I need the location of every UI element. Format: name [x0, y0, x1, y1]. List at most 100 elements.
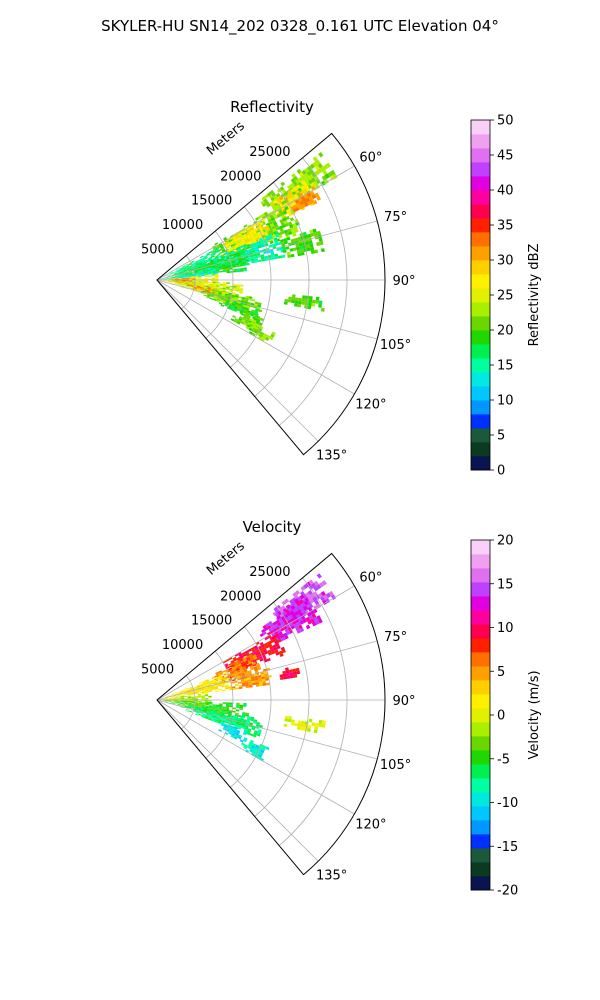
- echo-cell: [318, 719, 323, 724]
- range-axis-label: Meters: [204, 119, 248, 159]
- range-tick-label: 5000: [141, 243, 174, 258]
- echo-cell: [236, 656, 241, 661]
- echo-cell: [222, 706, 226, 709]
- echo-cell: [250, 256, 255, 260]
- echo-cell: [266, 631, 272, 636]
- echo-cell: [259, 683, 263, 687]
- echo-cell: [217, 720, 222, 723]
- echo-cell: [241, 726, 245, 730]
- echo-cell: [230, 318, 235, 322]
- echo-cell: [163, 281, 168, 282]
- echo-cell: [265, 622, 270, 628]
- echo-cell: [196, 708, 201, 711]
- echo-cell: [243, 231, 248, 236]
- colorbar-segment: [471, 148, 490, 163]
- echo-cell: [263, 642, 268, 647]
- echo-cell: [292, 247, 297, 252]
- echo-cell: [290, 195, 296, 201]
- echo-cell: [246, 246, 251, 250]
- echo-cell: [182, 265, 186, 268]
- echo-cell: [293, 225, 298, 230]
- echo-cell: [218, 255, 222, 259]
- echo-cell: [287, 228, 292, 233]
- echo-cell: [228, 731, 232, 735]
- echo-cell: [201, 698, 205, 700]
- echo-cell: [271, 625, 276, 630]
- echo-cell: [274, 253, 279, 257]
- echo-cell: [212, 298, 217, 302]
- echo-cell: [242, 317, 247, 321]
- echo-cell: [205, 706, 209, 709]
- echo-cell: [231, 666, 236, 670]
- echo-cell: [280, 230, 285, 235]
- echo-cell: [236, 321, 241, 325]
- echo-cell: [194, 267, 198, 269]
- echo-cell: [170, 272, 174, 275]
- echo-cell: [170, 700, 175, 702]
- echo-cell: [313, 586, 319, 592]
- echo-cell: [254, 310, 259, 314]
- echo-cell: [197, 265, 201, 268]
- echo-cell: [195, 713, 199, 716]
- echo-cell: [283, 191, 289, 197]
- echo-cell: [206, 710, 211, 713]
- echo-cell: [261, 226, 266, 231]
- colorbar-segment: [471, 652, 490, 667]
- echo-cell: [237, 736, 242, 740]
- echo-cell: [253, 312, 258, 316]
- echo-cell: [300, 723, 305, 728]
- echo-cell: [217, 684, 222, 687]
- echo-cell: [256, 664, 261, 669]
- echo-cell: [299, 627, 305, 633]
- echo-cell: [176, 269, 180, 272]
- echo-cell: [192, 265, 197, 268]
- echo-cell: [189, 707, 194, 709]
- echo-cell: [241, 680, 245, 684]
- echo-cell: [262, 202, 267, 208]
- echo-cell: [204, 707, 209, 710]
- range-tick-label: 10000: [162, 218, 203, 233]
- echo-cell: [270, 333, 275, 338]
- range-ring: [254, 602, 310, 817]
- echo-cell: [259, 658, 264, 662]
- echo-cell: [191, 698, 195, 700]
- echo-cell: [177, 699, 181, 700]
- echo-cell: [232, 236, 237, 241]
- echo-cell: [281, 214, 286, 219]
- echo-cell: [241, 663, 246, 667]
- echo-cell: [240, 309, 244, 313]
- echo-cell: [221, 685, 225, 688]
- echo-cell: [181, 265, 186, 268]
- echo-cell: [244, 678, 248, 681]
- echo-cell: [229, 246, 234, 250]
- echo-cell: [274, 640, 279, 645]
- echo-cell: [309, 243, 314, 248]
- echo-cell: [311, 613, 317, 619]
- echo-cell: [245, 655, 250, 659]
- range-tick-label: 20000: [220, 589, 261, 604]
- echo-cell: [208, 257, 213, 261]
- colorbar-segment: [471, 834, 490, 849]
- echo-cell: [262, 648, 268, 653]
- colorbar-segment: [471, 162, 490, 177]
- echo-cell: [241, 298, 245, 302]
- echo-cell: [309, 163, 315, 169]
- echo-cell: [209, 250, 213, 254]
- echo-cell: [261, 678, 266, 682]
- echo-cell: [274, 242, 280, 246]
- echo-cell: [272, 212, 277, 217]
- echo-cell: [170, 277, 174, 279]
- echo-cell: [250, 243, 255, 247]
- echo-cell: [288, 197, 293, 203]
- echo-cell: [269, 249, 274, 253]
- echo-cell: [261, 196, 266, 201]
- echo-cell: [217, 721, 222, 725]
- echo-cell: [216, 298, 221, 301]
- echo-cell: [211, 277, 216, 279]
- echo-cell: [191, 701, 196, 703]
- echo-cell: [279, 620, 285, 625]
- echo-cell: [225, 301, 229, 304]
- echo-cell: [200, 707, 204, 710]
- echo-cell: [175, 278, 179, 280]
